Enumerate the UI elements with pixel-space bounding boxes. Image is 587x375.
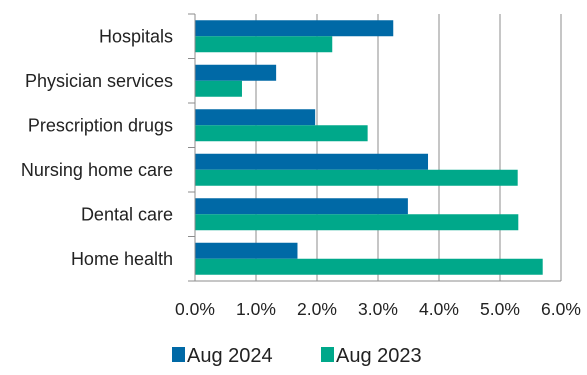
x-axis-ticks: 0.0% 1.0% 2.0% 3.0% 4.0% 5.0% 6.0% <box>175 299 581 319</box>
bar-aug-2023 <box>195 169 518 186</box>
y-axis-labels: Hospitals Physician services Prescription … <box>21 26 173 269</box>
bar-aug-2024 <box>195 153 429 170</box>
bar-aug-2024 <box>195 242 298 259</box>
x-tick-label: 1.0% <box>236 299 276 319</box>
legend-label: Aug 2023 <box>336 345 422 367</box>
bar-aug-2024 <box>195 198 408 215</box>
legend-label: Aug 2024 <box>187 345 273 367</box>
bar-aug-2024 <box>195 109 316 126</box>
x-tick-label: 3.0% <box>358 299 398 319</box>
axes <box>188 13 561 282</box>
y-category-label: Prescription drugs <box>28 115 173 135</box>
y-category-label: Hospitals <box>99 26 173 46</box>
bar-aug-2023 <box>195 36 333 53</box>
legend-swatch <box>172 347 185 362</box>
bars <box>195 20 543 275</box>
x-tick-label: 2.0% <box>297 299 337 319</box>
x-tick-label: 4.0% <box>419 299 459 319</box>
x-tick-label: 5.0% <box>480 299 520 319</box>
legend: Aug 2024 Aug 2023 <box>172 345 422 367</box>
bar-aug-2023 <box>195 258 543 275</box>
bar-aug-2024 <box>195 20 394 37</box>
y-category-label: Home health <box>71 249 173 269</box>
y-category-label: Dental care <box>81 204 173 224</box>
x-tick-label: 6.0% <box>541 299 581 319</box>
bar-aug-2024 <box>195 64 277 81</box>
legend-swatch <box>321 347 334 362</box>
x-tick-label: 0.0% <box>175 299 215 319</box>
y-category-label: Physician services <box>25 71 173 91</box>
bar-aug-2023 <box>195 214 519 231</box>
y-category-label: Nursing home care <box>21 160 173 180</box>
bar-aug-2023 <box>195 125 368 142</box>
bar-aug-2023 <box>195 80 242 97</box>
grid-lines <box>255 14 562 281</box>
